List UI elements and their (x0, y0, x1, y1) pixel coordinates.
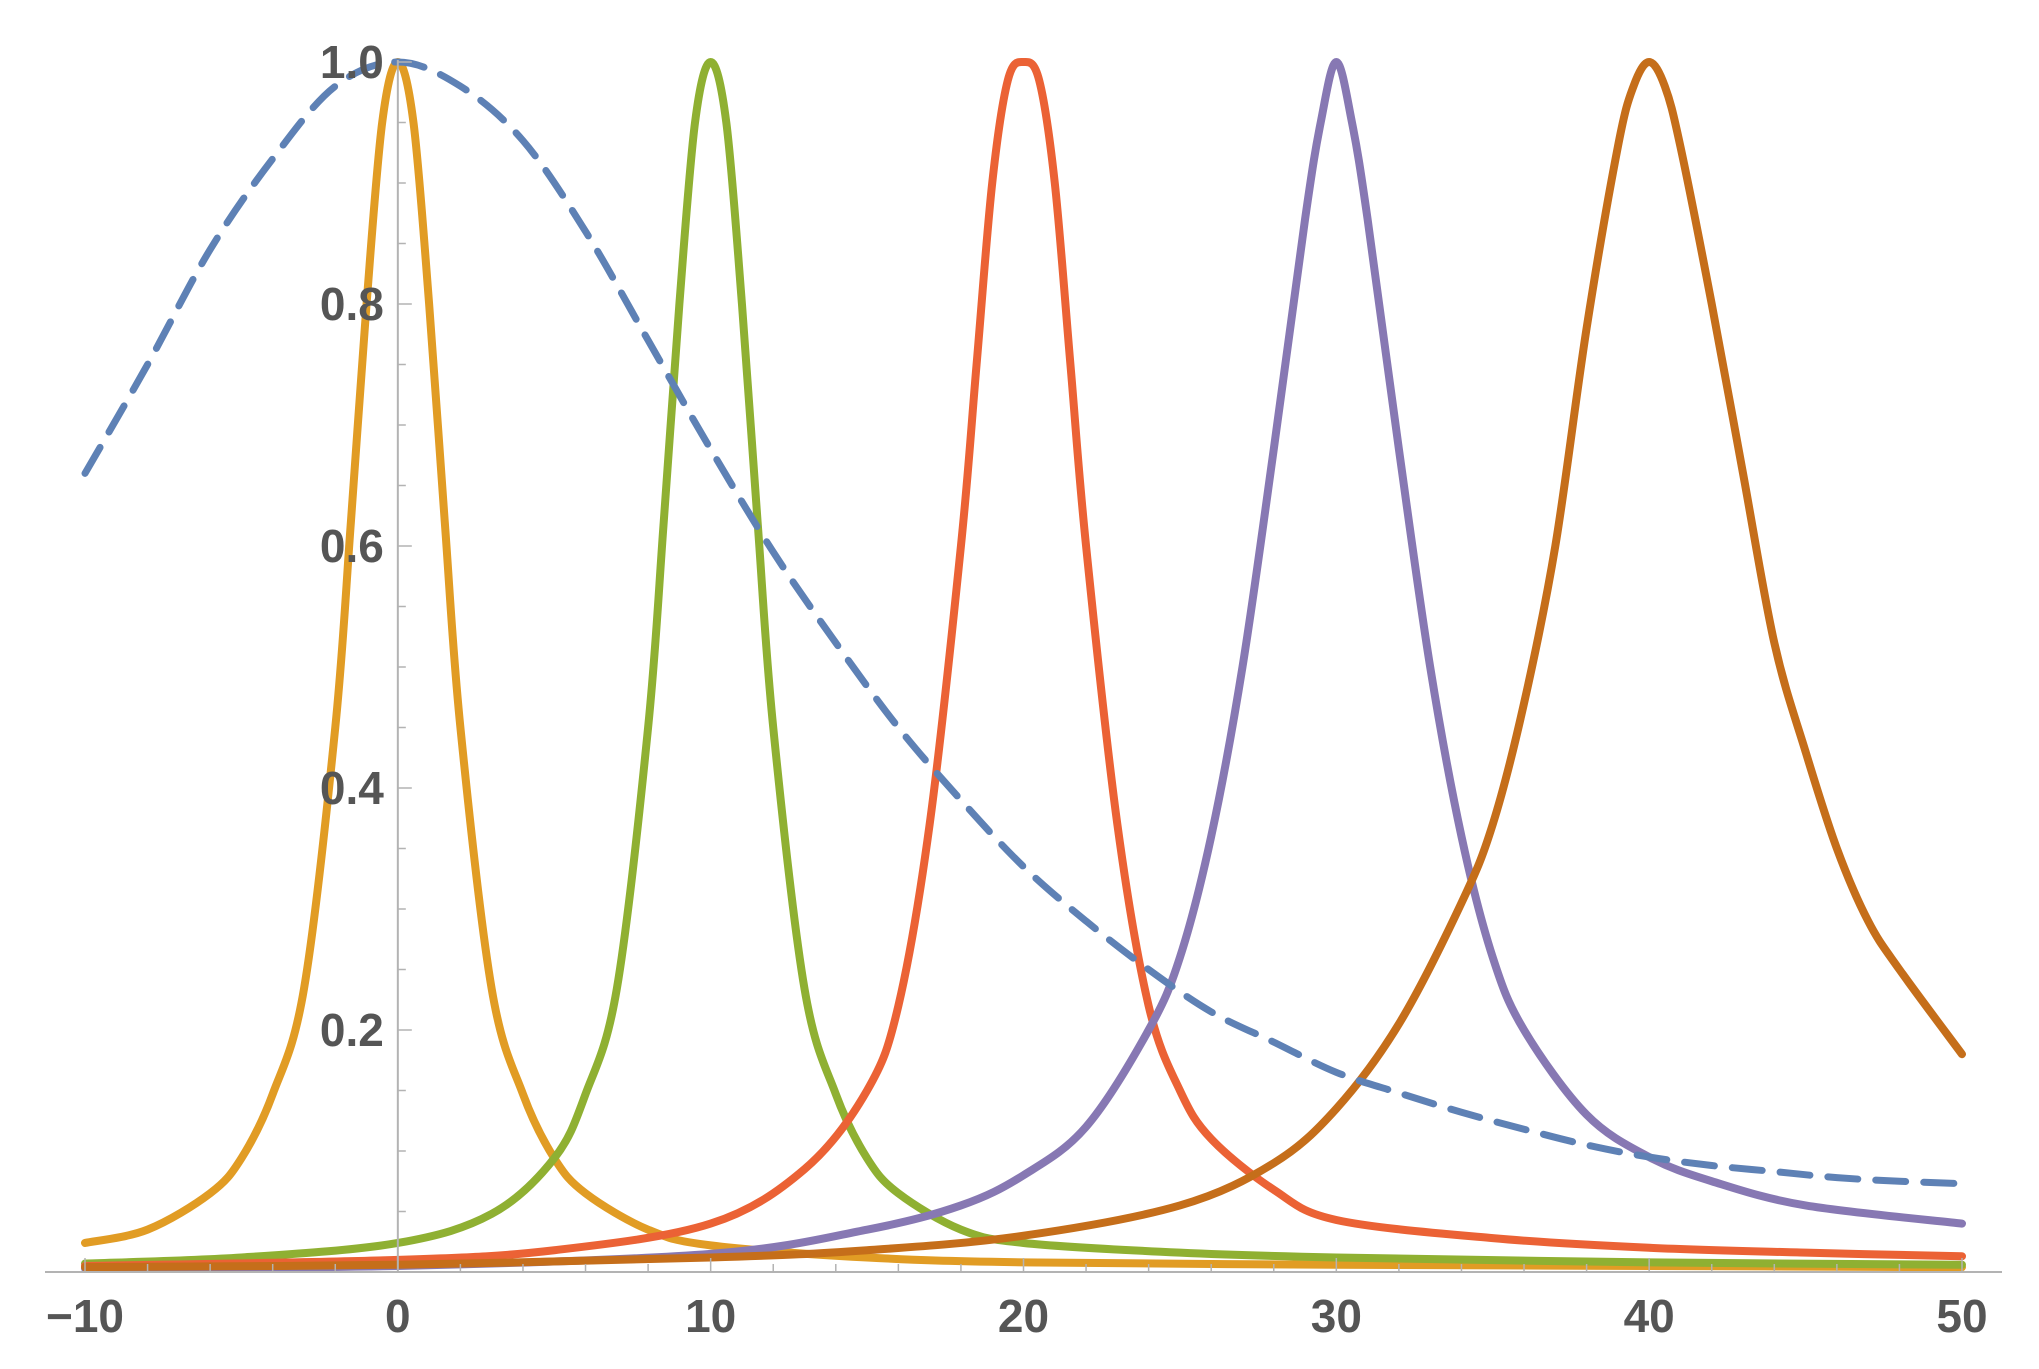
series-line-peak-40 (81, 58, 1966, 1272)
x-tick-label: 20 (998, 1290, 1049, 1342)
y-tick-label: 1.0 (320, 36, 384, 88)
y-tick-label: 0.8 (320, 278, 384, 330)
x-tick-label: 50 (1936, 1290, 1987, 1342)
series-layer (81, 57, 1966, 1273)
y-tick-label: 0.2 (320, 1004, 384, 1056)
series-line-peak-20 (81, 57, 1966, 1270)
x-tick-label: 0 (385, 1290, 411, 1342)
series-line-peak-10 (81, 58, 1966, 1269)
series-line-peak-30 (81, 58, 1966, 1273)
y-tick-label: 0.4 (320, 762, 384, 814)
axes-layer: −10 0 10 20 30 40 50 0.2 0.4 0.6 0.8 1.0 (45, 36, 2002, 1342)
x-tick-label: 10 (685, 1290, 736, 1342)
x-tick-label: 30 (1311, 1290, 1362, 1342)
x-tick-label: −10 (46, 1290, 124, 1342)
series-line-dashed-broad (81, 58, 1966, 1188)
series-line-peak-0 (81, 58, 1966, 1272)
x-tick-label: 40 (1624, 1290, 1675, 1342)
y-tick-label: 0.6 (320, 520, 384, 572)
